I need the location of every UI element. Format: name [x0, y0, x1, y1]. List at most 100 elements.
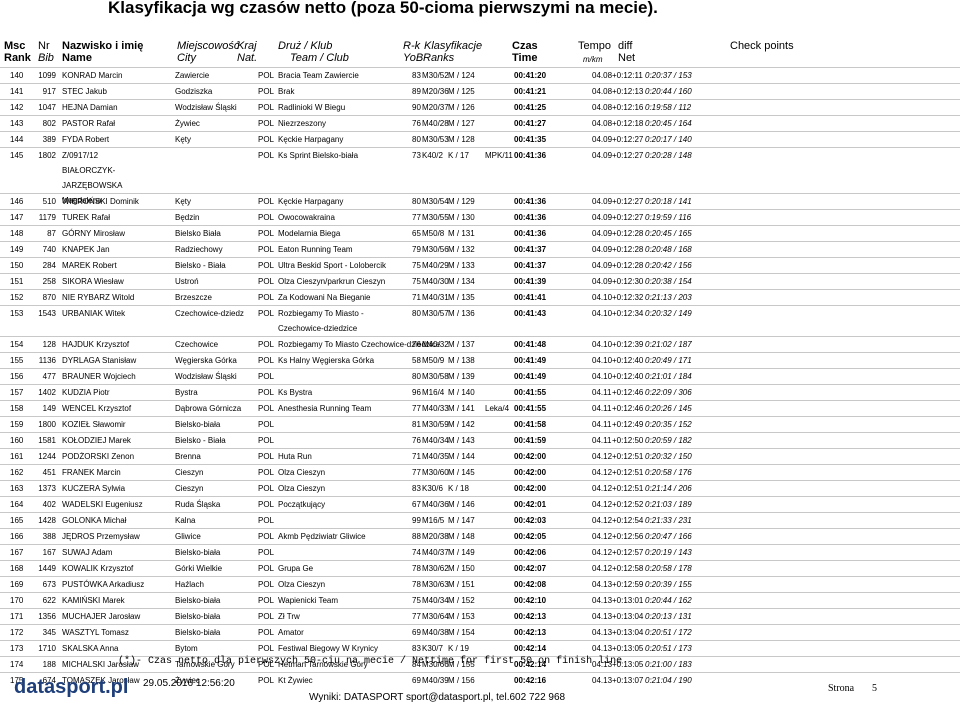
- bib: 258: [42, 277, 56, 286]
- category: K40/2: [422, 151, 443, 160]
- result-row: 146 510 WIEROŃSKI Dominik Kęty POL Kęckie Har…: [0, 193, 960, 209]
- rank: 167: [10, 548, 24, 557]
- bib: 1543: [38, 309, 56, 318]
- tempo: 04.08: [592, 71, 613, 80]
- diff: +0:13:07: [612, 676, 644, 685]
- tempo: 04.10: [592, 340, 613, 349]
- diff: +0:12:50: [612, 436, 644, 445]
- time: 00:41:36: [514, 151, 547, 160]
- name: MAREK Robert: [62, 261, 117, 270]
- result-row: 166 388 JĘDROS Przemysław Gliwice POL Akmb Pę…: [0, 528, 960, 544]
- diff: +0:12:46: [612, 404, 644, 413]
- category: M40/30: [422, 277, 449, 286]
- net: 0:20:13 / 131: [645, 612, 692, 621]
- net: 0:20:51 / 172: [645, 628, 692, 637]
- club: Początkujący: [278, 500, 326, 509]
- city: Kalna: [175, 516, 196, 525]
- contact: Wyniki: DATASPORT sport@datasport.pl, te…: [309, 692, 566, 703]
- print-date: 29.05.2016 12:56:20: [143, 678, 235, 689]
- tempo: 04.12: [592, 516, 613, 525]
- nat: POL: [258, 513, 277, 528]
- tempo: 04.12: [592, 548, 613, 557]
- time: 00:41:36: [514, 213, 547, 222]
- city: Cieszyn: [175, 484, 204, 493]
- open-rank: M / 156: [448, 676, 475, 685]
- result-row: 162 451 FRANEK Marcin Cieszyn POL Olza Cieszy…: [0, 464, 960, 480]
- bib: 1802: [38, 151, 56, 160]
- bib: 1047: [38, 103, 56, 112]
- tempo: 04.11: [592, 420, 612, 429]
- city: Bielsko-biała: [175, 612, 221, 621]
- yob: 80: [412, 135, 421, 144]
- bib: 673: [42, 580, 56, 589]
- city: Gliwice: [175, 532, 201, 541]
- name: PUSTÓWKA Arkadiusz: [62, 580, 145, 589]
- tempo: 04.08: [592, 103, 613, 112]
- tempo: 04.11: [592, 436, 612, 445]
- net: 0:20:38 / 154: [645, 277, 692, 286]
- rank: 143: [10, 119, 24, 128]
- club: Owocowakraina: [278, 213, 335, 222]
- rank: 148: [10, 229, 24, 238]
- category: M30/56: [422, 245, 449, 254]
- result-row: 153 1543 URBANIAK Witek Czechowice-dziedz PO…: [0, 305, 960, 336]
- club: Brak: [278, 87, 295, 96]
- name: KONRAD Marcin: [62, 71, 123, 80]
- rank: 175: [10, 676, 24, 685]
- time: 00:41:49: [514, 372, 547, 381]
- rank: 149: [10, 245, 24, 254]
- column-header: YoB: [403, 52, 424, 64]
- tempo: 04.09: [592, 261, 613, 270]
- yob: 78: [412, 580, 421, 589]
- yob: 69: [412, 628, 421, 637]
- nat: POL: [258, 242, 277, 257]
- nat: POL: [258, 417, 277, 432]
- column-header: Bib: [38, 52, 54, 64]
- open-rank: M / 131: [448, 229, 475, 238]
- column-header: m/km: [583, 55, 603, 64]
- net: 0:20:59 / 182: [645, 436, 692, 445]
- open-rank: M / 135: [448, 293, 475, 302]
- open-rank: K / 18: [448, 484, 469, 493]
- result-row: 159 1800 KOZIEŁ Sławomir Bielsko-biała POL 81…: [0, 416, 960, 432]
- club: Kęckie Harpagany: [278, 197, 344, 206]
- name: GÓRNY Mirosław: [62, 229, 125, 238]
- club: Grupa Ge: [278, 564, 314, 573]
- category: M30/64: [422, 612, 449, 621]
- club: Olza Cieszyn: [278, 468, 326, 477]
- diff: +0:12:58: [612, 564, 644, 573]
- nat: POL: [258, 545, 277, 560]
- bib: 87: [47, 229, 56, 238]
- rank: 169: [10, 580, 24, 589]
- club: Akmb Pędziwiatr Gliwice: [278, 532, 366, 541]
- rank: 171: [10, 612, 24, 621]
- category: M40/35: [422, 452, 449, 461]
- open-rank: M / 125: [448, 87, 475, 96]
- bib: 1800: [38, 420, 56, 429]
- yob: 83: [412, 644, 421, 653]
- club: Olza Cieszyn: [278, 484, 326, 493]
- category: M30/55: [422, 213, 449, 222]
- net: 0:21:13 / 203: [645, 293, 692, 302]
- bib: 917: [42, 87, 56, 96]
- city: Tarnowskie Góry: [175, 660, 235, 669]
- nat: POL: [258, 401, 277, 416]
- time: 00:41:21: [514, 87, 547, 96]
- city: Węgierska Górka: [175, 356, 237, 365]
- nat: POL: [258, 116, 277, 131]
- yob: 89: [412, 87, 421, 96]
- rank: 161: [10, 452, 24, 461]
- city: Bielsko - Biała: [175, 261, 226, 270]
- tempo: 04.13: [592, 596, 613, 605]
- result-row: 144 389 FYDA Robert Kęty POL Kęckie Harpagany…: [0, 131, 960, 147]
- time: 00:41:37: [514, 261, 547, 270]
- city: Dąbrowa Górnicza: [175, 404, 242, 413]
- column-header: Ranks: [423, 52, 455, 64]
- yob: 77: [412, 213, 421, 222]
- result-row: 172 345 WASZTYL Tomasz Bielsko-biała POL Amat…: [0, 624, 960, 640]
- category: M40/33: [422, 404, 449, 413]
- rank: 140: [10, 71, 24, 80]
- yob: 77: [412, 612, 421, 621]
- name: PASTOR Rafał: [62, 119, 116, 128]
- yob: 80: [412, 197, 421, 206]
